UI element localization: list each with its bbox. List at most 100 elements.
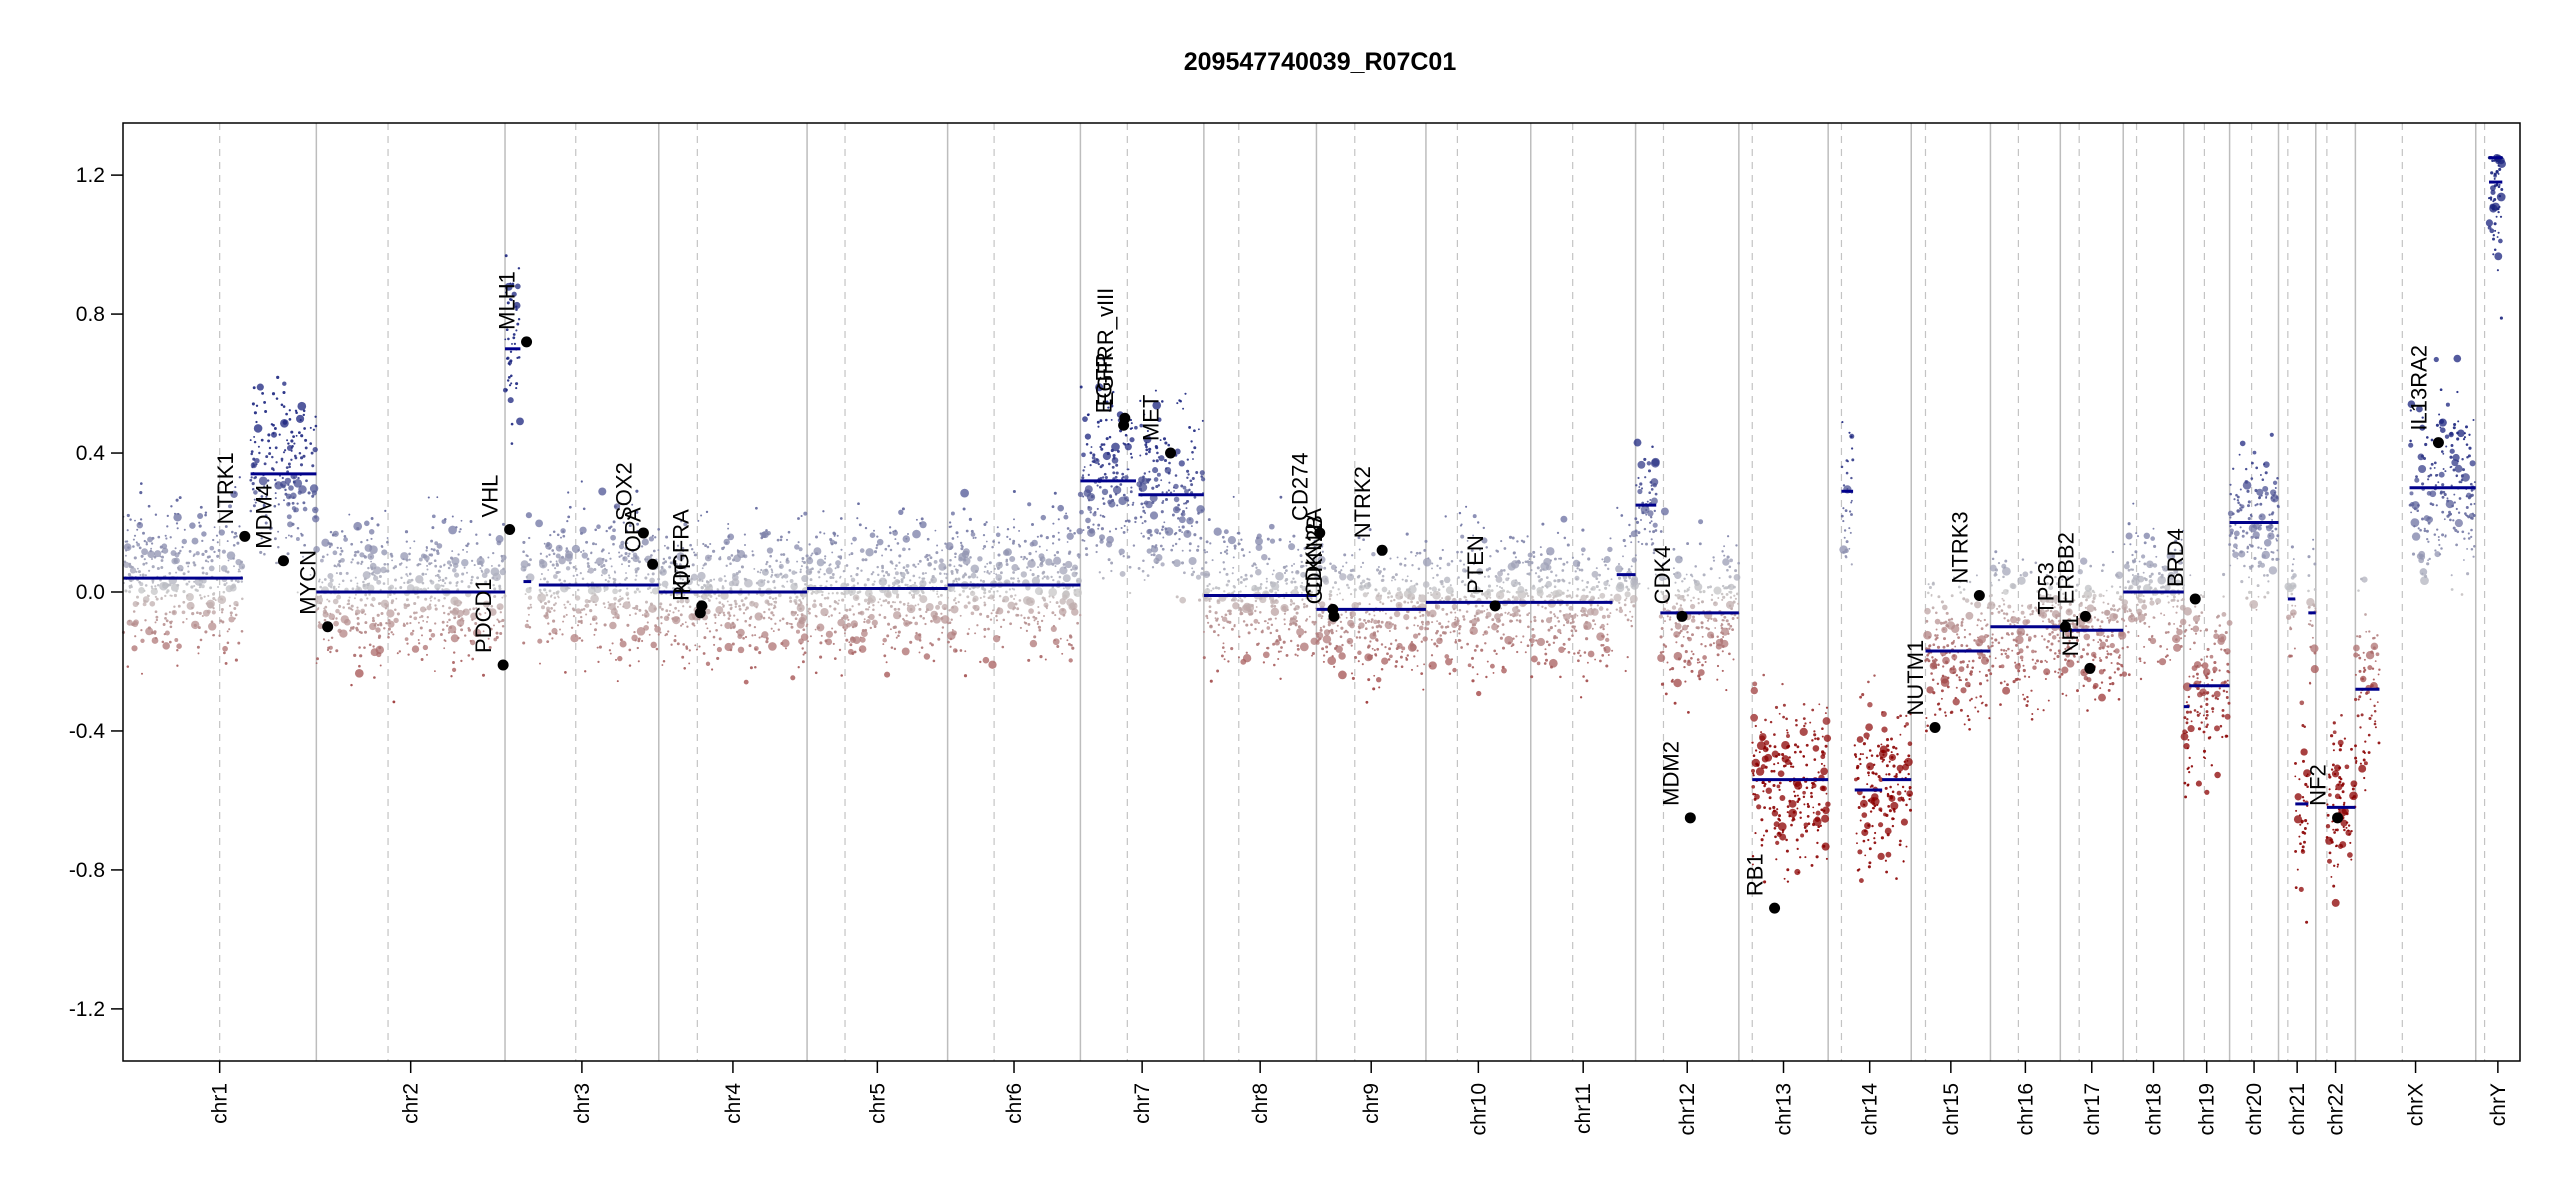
probe-point [1570,629,1574,632]
probe-point [1287,628,1291,631]
probe-point [1014,594,1017,597]
probe-point [1339,620,1343,624]
probe-point [293,509,297,513]
probe-point [878,613,882,617]
probe-point [197,512,204,520]
probe-point [402,623,406,627]
probe-point [1498,595,1501,598]
probe-point [871,583,875,586]
probe-point [1388,590,1391,593]
probe-point [1585,679,1589,683]
probe-point [1517,581,1521,585]
probe-point [935,551,939,555]
probe-point [728,604,731,606]
probe-point [753,625,757,629]
probe-point [528,536,531,540]
probe-point [1031,558,1034,562]
probe-point [526,619,529,623]
probe-point [883,654,887,658]
probe-point [594,543,598,546]
probe-point [566,600,570,604]
probe-point [548,589,552,593]
probe-point [528,586,532,590]
probe-point [1579,598,1582,601]
probe-point [680,624,683,627]
probe-point [1357,660,1360,663]
probe-point [771,569,774,572]
probe-point [1088,529,1094,534]
probe-point [288,418,292,421]
probe-point [1101,576,1105,580]
probe-point [1529,637,1535,644]
probe-point [1587,557,1591,561]
probe-point [384,509,387,512]
probe-point [506,356,510,360]
probe-point [1262,651,1270,659]
probe-point [1123,475,1129,480]
probe-point [727,533,735,541]
probe-point [783,586,786,588]
probe-point [230,490,238,498]
probe-point [790,610,797,617]
probe-point [864,628,868,632]
probe-point [1172,506,1181,514]
probe-point [1344,610,1348,614]
probe-point [1471,656,1474,660]
probe-point [512,336,516,340]
probe-point [549,533,552,537]
probe-point [803,511,808,516]
probe-point [576,588,580,592]
probe-point [428,629,432,633]
probe-point [1527,572,1532,576]
probe-point [788,596,792,600]
probe-point [555,553,561,559]
probe-point [273,504,277,508]
probe-point [737,646,745,654]
probe-point [286,439,289,442]
probe-point [809,570,812,574]
probe-point [875,544,879,547]
probe-point [1531,643,1534,646]
probe-point [164,594,167,598]
probe-point [1037,611,1041,615]
probe-point [1598,573,1601,577]
probe-point [176,648,179,652]
probe-point [955,570,959,573]
probe-point [1422,636,1428,642]
probe-point [428,637,432,641]
probe-point [1250,604,1254,607]
probe-point [1638,486,1641,488]
probe-point [1579,654,1582,657]
probe-point [482,600,491,608]
probe-point [594,628,597,632]
probe-point [404,530,409,534]
probe-point [1023,539,1027,543]
probe-point [933,559,938,564]
probe-point [382,582,386,585]
probe-point [831,573,835,576]
probe-point [1472,595,1476,599]
probe-point [1244,585,1247,588]
probe-point [1239,597,1242,600]
probe-point [155,615,159,619]
probe-point [407,579,412,584]
probe-point [1178,526,1181,528]
probe-point [761,631,769,639]
probe-point [1126,468,1129,471]
probe-point [1083,466,1086,468]
probe-point [675,569,678,573]
probe-point [196,611,199,615]
probe-point [625,503,628,506]
probe-point [766,547,774,554]
probe-point [608,552,610,555]
probe-point [1368,613,1371,616]
probe-point [805,554,809,558]
probe-point [909,640,913,644]
probe-point [1143,519,1147,523]
probe-point [1563,536,1567,540]
probe-point [1570,596,1573,599]
probe-point [589,623,592,626]
probe-point [1541,619,1544,622]
probe-point [1026,566,1029,569]
probe-point [368,572,371,575]
